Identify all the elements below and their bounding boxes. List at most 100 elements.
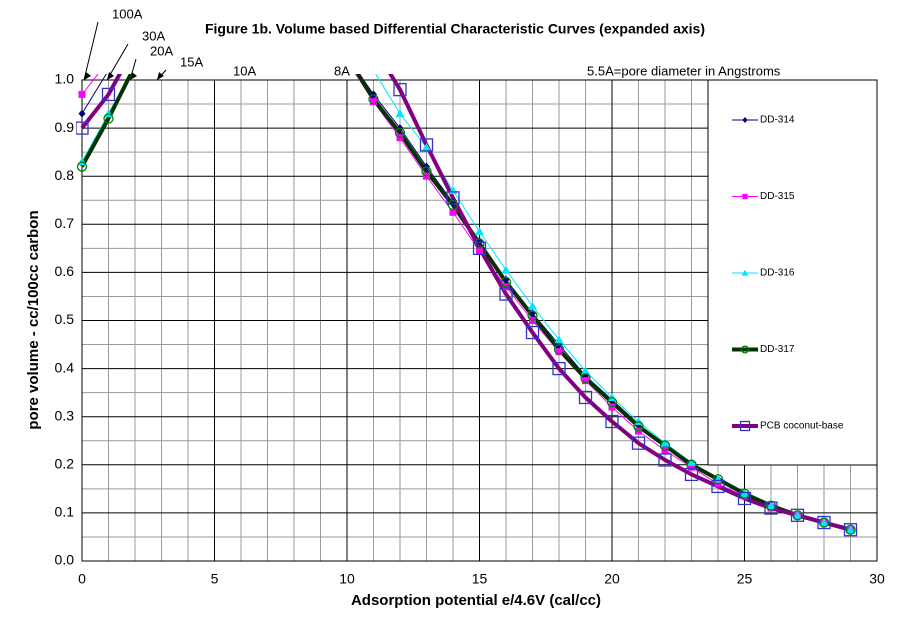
data-marker	[501, 265, 511, 274]
data-marker	[660, 438, 670, 447]
data-marker	[634, 417, 643, 426]
data-marker	[472, 241, 487, 256]
data-marker	[500, 276, 512, 288]
data-marker	[658, 453, 672, 467]
y-tick-label: 0.6	[55, 263, 75, 279]
data-marker	[740, 489, 749, 498]
data-marker	[104, 109, 113, 118]
annotation: 10A	[233, 63, 256, 78]
legend-marker	[739, 420, 751, 432]
legend-label: DD-316	[760, 268, 795, 279]
data-marker	[582, 377, 589, 385]
legend-label: PCB coconut-base	[760, 421, 844, 432]
x-tick-label: 15	[472, 571, 488, 587]
data-marker	[765, 500, 777, 511]
data-marker	[449, 208, 457, 216]
data-marker	[554, 335, 564, 344]
x-tick-label: 10	[339, 571, 355, 587]
y-tick-label: 1.0	[55, 71, 75, 87]
data-marker	[580, 373, 591, 384]
data-marker	[606, 397, 618, 408]
data-marker	[792, 510, 803, 521]
y-tick-label: 0.3	[55, 407, 75, 423]
legend-label: DD-317	[760, 344, 795, 355]
data-marker	[105, 57, 112, 64]
chart-title: Figure 1b. Volume based Differential Cha…	[205, 21, 705, 37]
data-marker	[369, 66, 378, 74]
y-tick-label: 0.4	[55, 359, 75, 375]
data-marker	[108, 74, 109, 75]
data-marker	[712, 474, 724, 485]
data-marker	[818, 517, 830, 528]
annotation-arrowhead	[157, 72, 164, 80]
data-marker	[739, 488, 750, 499]
data-marker	[343, 51, 352, 60]
y-tick-label: 0.2	[55, 456, 75, 472]
data-marker	[552, 361, 566, 376]
x-tick-label: 25	[737, 571, 753, 587]
data-marker	[476, 247, 483, 255]
data-marker	[764, 501, 778, 515]
data-marker	[793, 510, 802, 519]
y-tick-label: 0.9	[55, 119, 75, 135]
y-tick-label: 0.5	[55, 311, 75, 327]
data-marker	[395, 109, 405, 118]
data-marker	[688, 463, 695, 471]
data-marker	[77, 157, 87, 166]
x-tick-label: 30	[869, 571, 885, 587]
legend: DD-314 DD-315 DD-316 DD-317 PCB coconut-base	[707, 79, 878, 466]
data-marker	[527, 310, 538, 321]
data-marker	[555, 348, 563, 356]
data-marker	[344, 52, 351, 60]
data-marker	[101, 87, 116, 102]
data-marker	[446, 191, 460, 205]
y-axis-label: pore volume - cc/100cc carbon	[25, 210, 42, 429]
legend-marker	[741, 269, 749, 276]
data-marker	[447, 199, 459, 211]
x-tick-label: 5	[211, 571, 219, 587]
data-marker	[393, 82, 407, 97]
annotation: 15A	[180, 54, 203, 69]
data-marker	[499, 287, 513, 301]
data-marker	[76, 161, 88, 172]
data-marker	[607, 392, 617, 401]
annotation: 8A	[334, 63, 350, 78]
data-marker	[686, 459, 697, 470]
data-marker	[737, 491, 752, 506]
data-marker	[419, 138, 434, 152]
data-marker	[846, 525, 855, 534]
plot-area	[76, 40, 858, 537]
legend-marker	[740, 345, 750, 354]
data-marker	[368, 94, 379, 105]
data-marker	[422, 142, 431, 151]
data-marker	[687, 457, 696, 466]
data-marker	[605, 414, 619, 429]
data-marker	[368, 40, 380, 52]
data-marker	[817, 515, 831, 530]
annotation: 100A	[112, 6, 143, 21]
data-marker	[845, 524, 856, 535]
annotation: 20A	[150, 43, 173, 58]
annotation: 30A	[142, 28, 165, 43]
data-marker	[370, 98, 377, 106]
data-marker	[581, 366, 590, 375]
data-marker	[684, 467, 699, 482]
data-marker	[421, 166, 432, 177]
data-marker	[525, 325, 540, 340]
data-marker	[475, 227, 484, 236]
data-marker	[659, 440, 671, 451]
data-marker	[553, 344, 565, 355]
legend-marker	[742, 117, 748, 123]
x-axis-label: Adsorption potential e/4.6V (cal/cc)	[351, 592, 601, 609]
data-marker	[129, 40, 141, 52]
data-marker	[633, 421, 644, 432]
data-marker	[578, 390, 593, 405]
data-marker	[766, 501, 776, 510]
legend-label: DD-314	[760, 115, 795, 126]
data-marker	[819, 518, 829, 527]
data-marker	[474, 238, 485, 249]
data-marker	[78, 109, 86, 118]
annotation: 5.5A=pore diameter in Angstroms	[587, 63, 781, 78]
y-tick-label: 0.8	[55, 167, 75, 183]
